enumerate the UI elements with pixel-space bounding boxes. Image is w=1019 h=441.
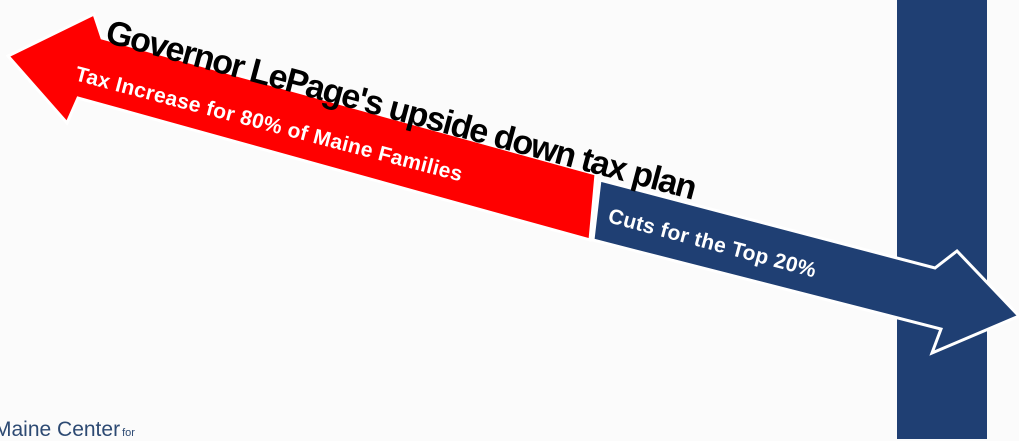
footer-logo-text: Maine Center [0, 418, 121, 441]
left-arrow [5, 11, 598, 242]
footer-logo: Maine Center for [0, 419, 135, 440]
right-arrow [591, 178, 1019, 356]
footer-logo-small-text: for [122, 427, 135, 439]
vertical-bar [897, 0, 987, 439]
